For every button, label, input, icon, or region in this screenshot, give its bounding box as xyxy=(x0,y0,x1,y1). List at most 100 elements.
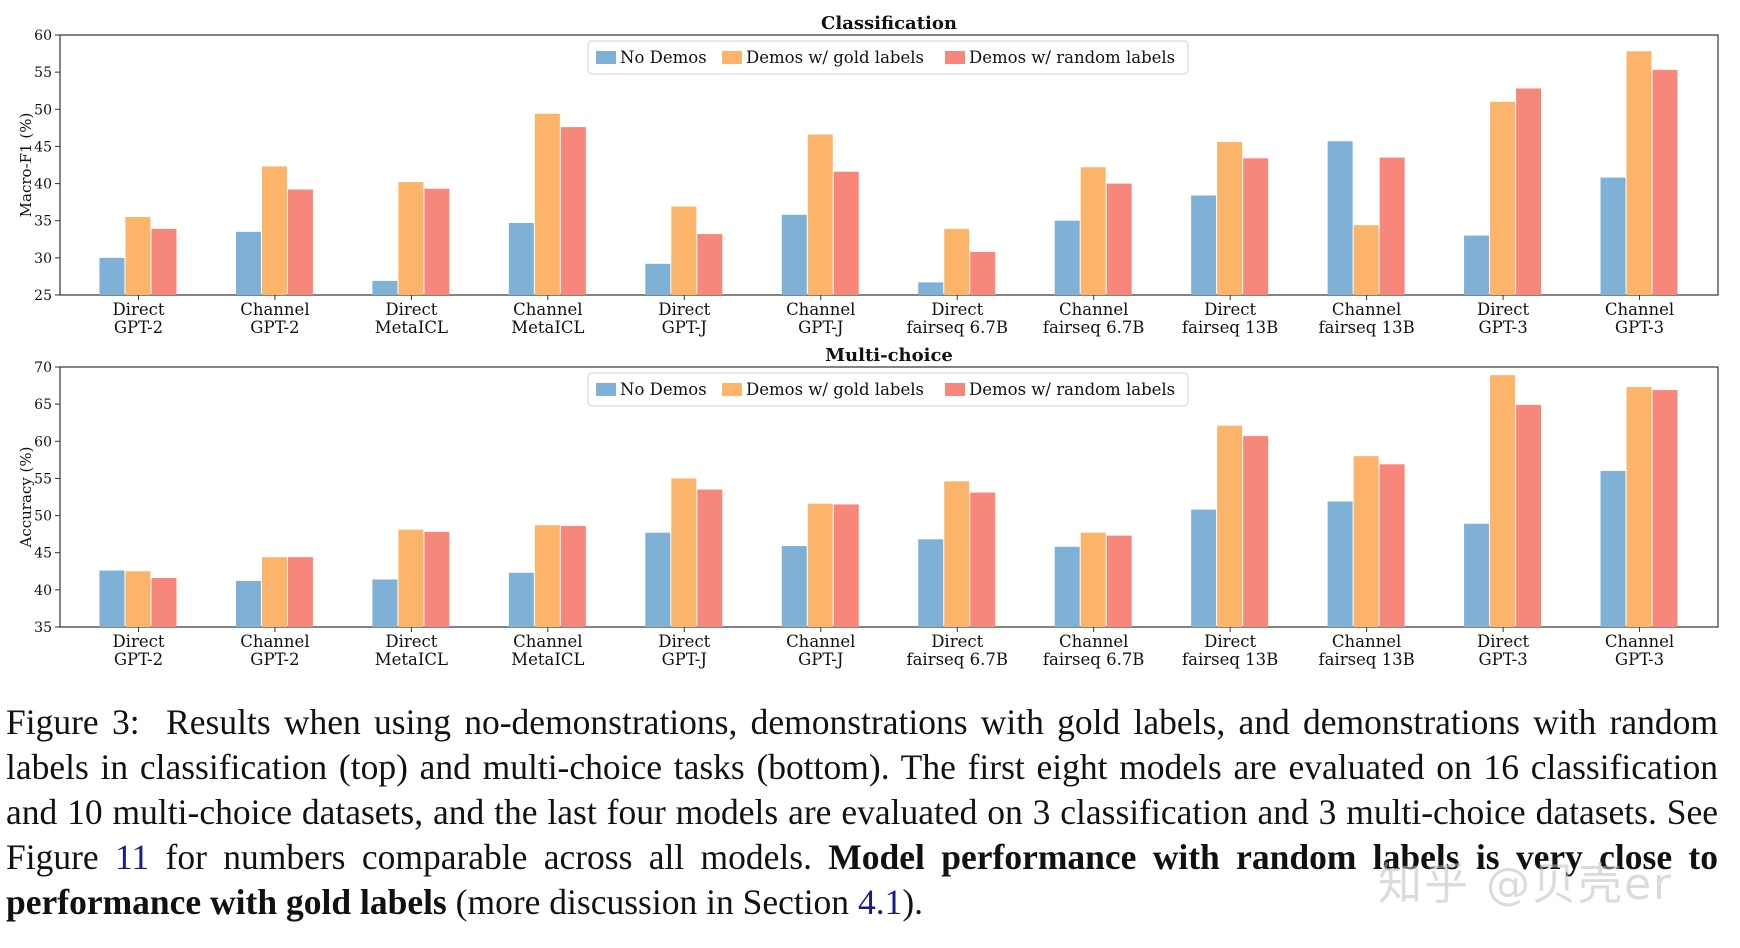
bar xyxy=(287,189,313,295)
x-tick-label: Channel xyxy=(1059,632,1128,651)
bar xyxy=(235,231,261,295)
bar xyxy=(833,171,859,295)
y-axis-label: Accuracy (%) xyxy=(17,446,35,548)
x-tick-label: Direct xyxy=(1477,632,1529,651)
bar xyxy=(697,489,723,627)
bar xyxy=(1054,546,1080,627)
y-tick-label: 45 xyxy=(34,546,52,562)
bar xyxy=(125,571,151,627)
figure-11-link[interactable]: 11 xyxy=(115,837,150,877)
x-tick-label: MetaICL xyxy=(511,318,584,337)
x-tick-label: GPT-2 xyxy=(250,318,299,337)
bar xyxy=(1516,88,1542,295)
y-tick-label: 35 xyxy=(34,214,52,230)
caption-text-1: Results when using no-demonstrations, de… xyxy=(6,702,1718,877)
x-tick-label: Direct xyxy=(931,632,983,651)
bar xyxy=(1652,390,1678,627)
bar xyxy=(1652,69,1678,296)
x-tick-label: GPT-3 xyxy=(1615,650,1664,669)
x-tick-label: Channel xyxy=(1332,632,1401,651)
bar xyxy=(1379,157,1405,295)
bar xyxy=(1243,436,1269,627)
bar xyxy=(1600,177,1626,295)
y-tick-label: 50 xyxy=(34,509,52,525)
bar xyxy=(1217,141,1243,295)
x-tick-label: GPT-J xyxy=(662,318,707,337)
y-tick-label: 50 xyxy=(34,102,52,118)
bar xyxy=(1353,225,1379,295)
x-tick-label: Direct xyxy=(112,300,164,319)
caption-label: Figure 3: xyxy=(6,702,140,742)
bar xyxy=(1626,387,1652,627)
x-tick-label: Direct xyxy=(931,300,983,319)
y-tick-label: 60 xyxy=(34,434,52,450)
legend-swatch xyxy=(722,51,742,64)
figure-3: Classification Macro-F1 (%) 25 30 35 40 45 50 55… xyxy=(17,13,1719,669)
bar xyxy=(645,263,671,295)
x-tick-label: Channel xyxy=(240,632,309,651)
bar xyxy=(372,280,398,295)
figure-caption: Figure 3: Results when using no-demonstr… xyxy=(6,700,1718,925)
x-tick-label: GPT-3 xyxy=(1478,318,1527,337)
x-tick-label: GPT-3 xyxy=(1615,318,1664,337)
legend: No Demos Demos w/ gold labels Demos w/ ran… xyxy=(587,40,1189,75)
bar xyxy=(1626,51,1652,295)
x-tick-label: GPT-2 xyxy=(114,650,163,669)
caption-text-3: (more discussion in Section xyxy=(455,882,850,922)
bar xyxy=(1327,501,1353,627)
chart-title: Multi-choice xyxy=(825,345,953,366)
x-tick-label: fairseq 6.7B xyxy=(906,318,1008,337)
bar xyxy=(287,557,313,627)
x-tick-label: MetaICL xyxy=(375,650,448,669)
x-tick-label: Direct xyxy=(385,300,437,319)
bar xyxy=(1080,167,1106,295)
legend-swatch xyxy=(945,383,965,396)
bar xyxy=(1353,456,1379,627)
y-tick-label: 40 xyxy=(34,583,52,599)
x-tick-label: fairseq 6.7B xyxy=(1043,650,1145,669)
x-tick-label: MetaICL xyxy=(375,318,448,337)
x-tick-label: GPT-J xyxy=(798,318,843,337)
x-tick-label: Channel xyxy=(786,632,855,651)
plot-frame xyxy=(59,366,1719,628)
y-tick-label: 25 xyxy=(34,288,52,304)
bar xyxy=(151,228,177,295)
bar xyxy=(151,577,177,627)
bar xyxy=(1106,535,1132,627)
bar xyxy=(944,228,970,295)
legend-label: Demos w/ random labels xyxy=(969,48,1175,67)
caption-text-4: ). xyxy=(902,882,924,922)
x-tick-label: fairseq 13B xyxy=(1318,650,1414,669)
zhihu-watermark: 知乎 @贝壳er xyxy=(1378,859,1674,910)
bar xyxy=(534,113,560,295)
x-tick-label: Direct xyxy=(658,632,710,651)
bar xyxy=(261,557,287,627)
bar xyxy=(1243,158,1269,295)
bar xyxy=(99,570,125,627)
x-tick-label: fairseq 13B xyxy=(1182,650,1278,669)
y-tick-label: 45 xyxy=(34,139,52,155)
bar xyxy=(1327,141,1353,295)
bar xyxy=(1464,235,1490,295)
y-axis-label: Macro-F1 (%) xyxy=(17,113,35,218)
section-4-1-link[interactable]: 4.1 xyxy=(857,882,903,922)
x-tick-label: fairseq 13B xyxy=(1318,318,1414,337)
bar xyxy=(560,127,586,295)
x-tick-label: Direct xyxy=(1477,300,1529,319)
bar xyxy=(970,492,996,627)
bar xyxy=(1464,523,1490,627)
caption-bold-text: Model performance with random labels is … xyxy=(6,837,1719,922)
bar xyxy=(645,532,671,627)
x-tick-label: Direct xyxy=(1204,632,1256,651)
bar xyxy=(534,525,560,627)
legend: No Demos Demos w/ gold labels Demos w/ ran… xyxy=(587,372,1189,407)
x-tick-label: GPT-3 xyxy=(1478,650,1527,669)
legend-swatch xyxy=(722,383,742,396)
legend-swatch xyxy=(596,51,616,64)
chart-title: Classification xyxy=(821,13,957,34)
bar xyxy=(99,257,125,295)
bar xyxy=(261,166,287,295)
x-tick-label: MetaICL xyxy=(511,650,584,669)
x-tick-label: Channel xyxy=(1605,300,1674,319)
bar xyxy=(833,504,859,627)
